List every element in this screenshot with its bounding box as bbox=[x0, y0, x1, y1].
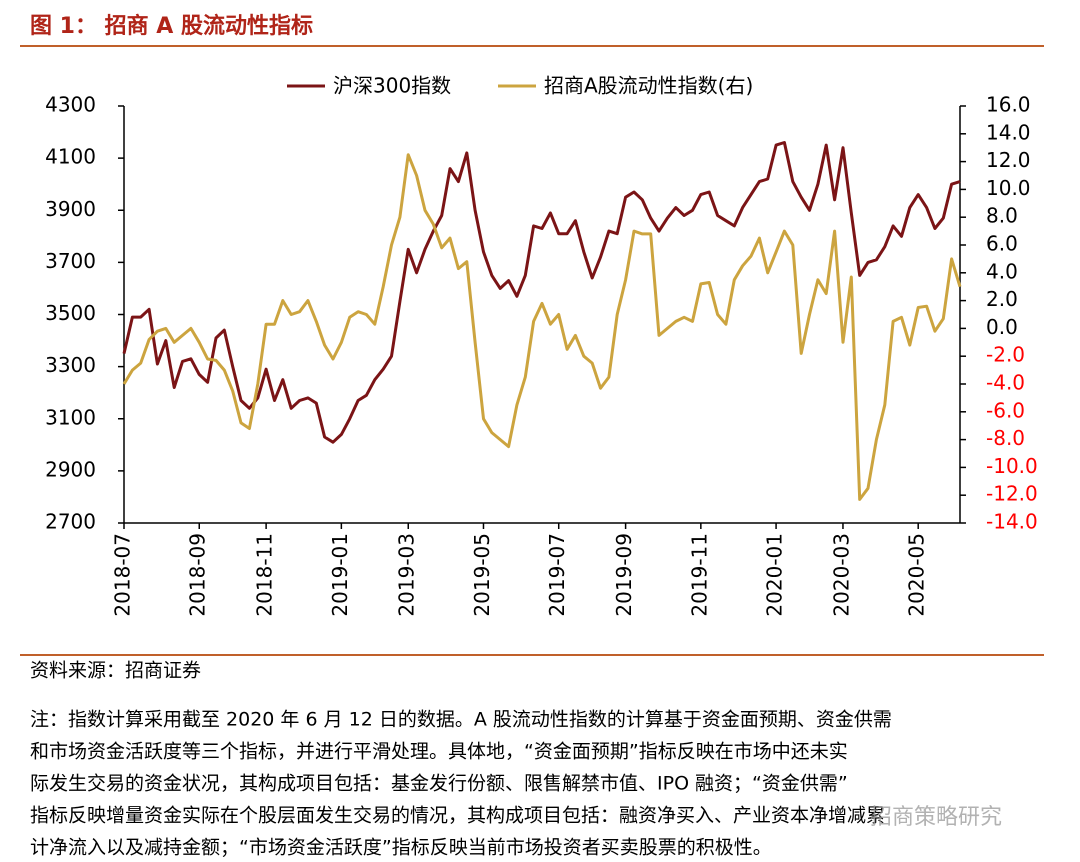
x-tick-label: 2019-05 bbox=[470, 533, 494, 617]
note-line: 际发生交易的资金状况，其构成项目包括：基金发行份额、限售解禁市值、IPO 融资；… bbox=[30, 773, 848, 795]
y-tick-label: 3300 bbox=[45, 353, 96, 377]
y-tick-label: 4100 bbox=[45, 145, 96, 169]
source: 资料来源：招商证券 bbox=[30, 660, 201, 682]
x-tick-label: 2019-01 bbox=[328, 533, 352, 617]
y2-tick-label: 0.0 bbox=[986, 315, 1018, 339]
y2-tick-label: 4.0 bbox=[986, 259, 1018, 283]
y-tick-label: 3900 bbox=[45, 197, 96, 221]
y-tick-label: 3500 bbox=[45, 301, 96, 325]
y2-tick-label: -12.0 bbox=[986, 482, 1038, 506]
x-tick-label: 2018-09 bbox=[186, 533, 210, 617]
x-tick-label: 2019-03 bbox=[395, 533, 419, 617]
y2-tick-label: -6.0 bbox=[986, 398, 1025, 422]
y2-tick-label: 2.0 bbox=[986, 287, 1018, 311]
series-line bbox=[122, 141, 961, 444]
note-line: 指标反映增量资金实际在个股层面发生交易的情况，其构成项目包括：融资净买入、产业资… bbox=[30, 805, 885, 827]
y2-tick-label: -4.0 bbox=[986, 371, 1025, 395]
series-line bbox=[122, 153, 962, 501]
y-tick-label: 4300 bbox=[45, 93, 96, 117]
legend-label: 沪深300指数 bbox=[333, 74, 451, 98]
figure-title: 图 1： 招商 A 股流动性指标 bbox=[30, 13, 313, 39]
x-tick-label: 2019-11 bbox=[687, 533, 711, 617]
y2-tick-label: -10.0 bbox=[986, 454, 1038, 478]
x-tick-label: 2019-09 bbox=[612, 533, 636, 617]
note-line: 计净流入以及减持金额；“市场资金活跃度”指标反映当前市场投资者买卖股票的积极性。 bbox=[30, 837, 772, 859]
y-tick-label: 2700 bbox=[45, 510, 96, 534]
y2-tick-label: -2.0 bbox=[986, 343, 1025, 367]
legend-label: 招商A股流动性指数(右) bbox=[544, 74, 753, 98]
x-tick-label: 2019-07 bbox=[545, 533, 569, 617]
y2-tick-label: 8.0 bbox=[986, 204, 1018, 228]
x-tick-label: 2018-07 bbox=[111, 533, 135, 617]
y-tick-label: 3700 bbox=[45, 249, 96, 273]
x-tick-label: 2020-03 bbox=[829, 533, 853, 617]
y2-tick-label: 16.0 bbox=[986, 93, 1031, 117]
y-tick-label: 2900 bbox=[45, 457, 96, 481]
x-tick-label: 2018-11 bbox=[253, 533, 277, 617]
watermark: 招商策略研究 bbox=[870, 805, 1002, 830]
y2-tick-label: 12.0 bbox=[986, 148, 1031, 172]
y2-tick-label: -14.0 bbox=[986, 510, 1038, 534]
y2-tick-label: 10.0 bbox=[986, 176, 1031, 200]
note-line: 和市场资金活跃度等三个指标，并进行平滑处理。具体地，“资金面预期”指标反映在市场… bbox=[30, 741, 848, 763]
x-tick-label: 2020-01 bbox=[763, 533, 787, 617]
y2-tick-label: 14.0 bbox=[986, 120, 1031, 144]
y2-tick-label: 6.0 bbox=[986, 232, 1018, 256]
y2-tick-label: -8.0 bbox=[986, 426, 1025, 450]
y-tick-label: 3100 bbox=[45, 405, 96, 429]
note-line: 注：指数计算采用截至 2020 年 6 月 12 日的数据。A 股流动性指数的计… bbox=[30, 709, 892, 731]
x-tick-label: 2020-05 bbox=[905, 533, 929, 617]
